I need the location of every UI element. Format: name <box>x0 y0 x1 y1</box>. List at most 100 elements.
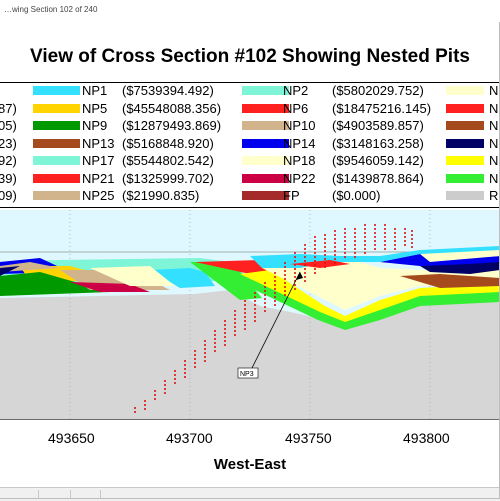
legend-item: NP5 ($45548088.356) <box>0 101 500 119</box>
legend-swatch <box>242 191 289 200</box>
legend-value: ($4903589.857) <box>332 118 424 133</box>
window-title: …wing Section 102 of 240 <box>4 5 98 14</box>
legend-name: NP6 <box>283 100 309 116</box>
legend-value: ($0.000) <box>332 188 381 203</box>
x-tick-label: 493700 <box>166 430 213 446</box>
rock-region <box>0 290 500 420</box>
legend-swatch <box>446 121 484 130</box>
legend-name-partial: N <box>489 100 499 116</box>
legend-value: ($1439878.864) <box>332 170 424 186</box>
pit-layer-np25 <box>0 262 60 272</box>
legend-value-partial: 23) <box>0 135 17 151</box>
legend-name-partial: N <box>489 153 499 168</box>
legend-value: ($5544802.542) <box>122 153 214 168</box>
legend-value-partial: 05) <box>0 118 17 133</box>
legend-name: NP13 <box>82 135 115 151</box>
status-segment <box>100 490 141 498</box>
legend-value: ($45548088.356) <box>122 100 222 116</box>
legend-value: ($21990.835) <box>122 188 200 203</box>
legend-swatch <box>446 156 484 165</box>
legend-value-partial: 09) <box>0 188 17 203</box>
legend-item-partial: N <box>0 136 500 154</box>
cross-section-plot: NP3 <box>0 210 500 420</box>
legend-swatch <box>242 121 289 130</box>
legend-item: NP10 ($4903589.857) <box>0 118 500 136</box>
legend-swatch <box>33 86 80 95</box>
legend-swatch <box>446 103 484 113</box>
legend-swatch <box>242 103 289 113</box>
drill-holes <box>134 224 413 415</box>
legend-name: NP9 <box>82 118 108 133</box>
status-segment <box>38 490 79 498</box>
legend-value: ($5802029.752) <box>332 83 424 98</box>
legend-item: NP6 ($18475216.145) <box>0 101 500 119</box>
x-tick-label: 493800 <box>403 430 450 446</box>
legend-item: NP21 ($1325999.702) <box>0 171 500 189</box>
legend-value-partial: 92) <box>0 153 17 168</box>
legend-item-partial: N <box>0 118 500 136</box>
legend-swatch <box>242 156 289 165</box>
legend-value: ($3148163.258) <box>332 135 424 151</box>
legend-item-partial: N <box>0 171 500 189</box>
legend-item: NP22 ($1439878.864) <box>0 171 500 189</box>
legend-item: NP18 ($9546059.142) <box>0 153 500 171</box>
legend-swatch <box>33 103 80 113</box>
callout-label: NP3 <box>240 371 254 378</box>
legend-swatch <box>33 156 80 165</box>
legend-name-partial: Re <box>489 188 500 203</box>
legend-item: NP13 ($5168848.920) <box>0 136 500 154</box>
legend-name: NP21 <box>82 170 115 186</box>
legend-swatch <box>242 86 289 95</box>
legend-value: ($7539394.492) <box>122 83 214 98</box>
legend-item: NP2 ($5802029.752) <box>0 83 500 101</box>
legend-item-partial: Re <box>0 188 500 206</box>
window-titlebar: …wing Section 102 of 240 <box>0 0 500 23</box>
legend-name: NP14 <box>283 135 316 151</box>
pit-np13-brown <box>400 274 500 288</box>
legend-name: NP17 <box>82 153 115 168</box>
legend-value: ($18475216.145) <box>332 100 432 116</box>
legend-swatch <box>446 138 484 148</box>
legend-item-partial: N <box>0 153 500 171</box>
legend-name: NP5 <box>82 100 108 116</box>
legend-item: NP14 ($3148163.258) <box>0 136 500 154</box>
pit-layer-navy <box>0 266 20 276</box>
legend-item: NP17 ($5544802.542) <box>0 153 500 171</box>
legend-value: ($5168848.920) <box>122 135 214 151</box>
legend-value-partial: 87) <box>0 100 17 116</box>
legend-swatch <box>446 86 484 95</box>
legend-swatch <box>242 138 289 148</box>
pit-navy <box>420 262 500 274</box>
legend-swatch <box>446 191 484 200</box>
legend-name: NP22 <box>283 170 316 186</box>
legend-value: ($1325999.702) <box>122 170 214 186</box>
chart-title: View of Cross Section #102 Showing Neste… <box>30 46 470 67</box>
legend-item: NP25 ($21990.835) <box>0 188 500 206</box>
x-axis-label: West-East <box>213 456 287 473</box>
legend-item: NP1 ($7539394.492) <box>0 83 500 101</box>
callout-arrowhead <box>296 272 303 280</box>
legend-swatch <box>446 173 484 183</box>
legend-swatch <box>242 173 289 183</box>
legend-name: NP1 <box>82 83 108 98</box>
legend-name: FP <box>283 188 300 203</box>
pit-layer-np9 <box>0 272 110 296</box>
legend-swatch <box>33 173 80 183</box>
x-tick-label: 493750 <box>285 430 332 446</box>
legend-name: NP25 <box>82 188 115 203</box>
legend-item-partial: N <box>0 101 500 119</box>
pit-layer-np1 <box>150 268 215 288</box>
legend-name: NP2 <box>283 83 309 98</box>
legend-name-partial: N <box>489 118 499 133</box>
status-bar <box>0 487 500 501</box>
legend-swatch <box>33 121 80 130</box>
legend-value-partial: 39) <box>0 170 17 186</box>
pit-layer-np18 <box>90 266 175 286</box>
legend-name-partial: N <box>489 83 499 98</box>
legend-value: ($9546059.142) <box>332 153 424 168</box>
legend-value: ($12879493.869) <box>122 118 222 133</box>
legend-name-partial: N <box>489 135 499 151</box>
pit-yellow-band <box>240 270 500 322</box>
callout-box <box>237 367 259 379</box>
legend-item: FP ($0.000) <box>0 188 500 206</box>
